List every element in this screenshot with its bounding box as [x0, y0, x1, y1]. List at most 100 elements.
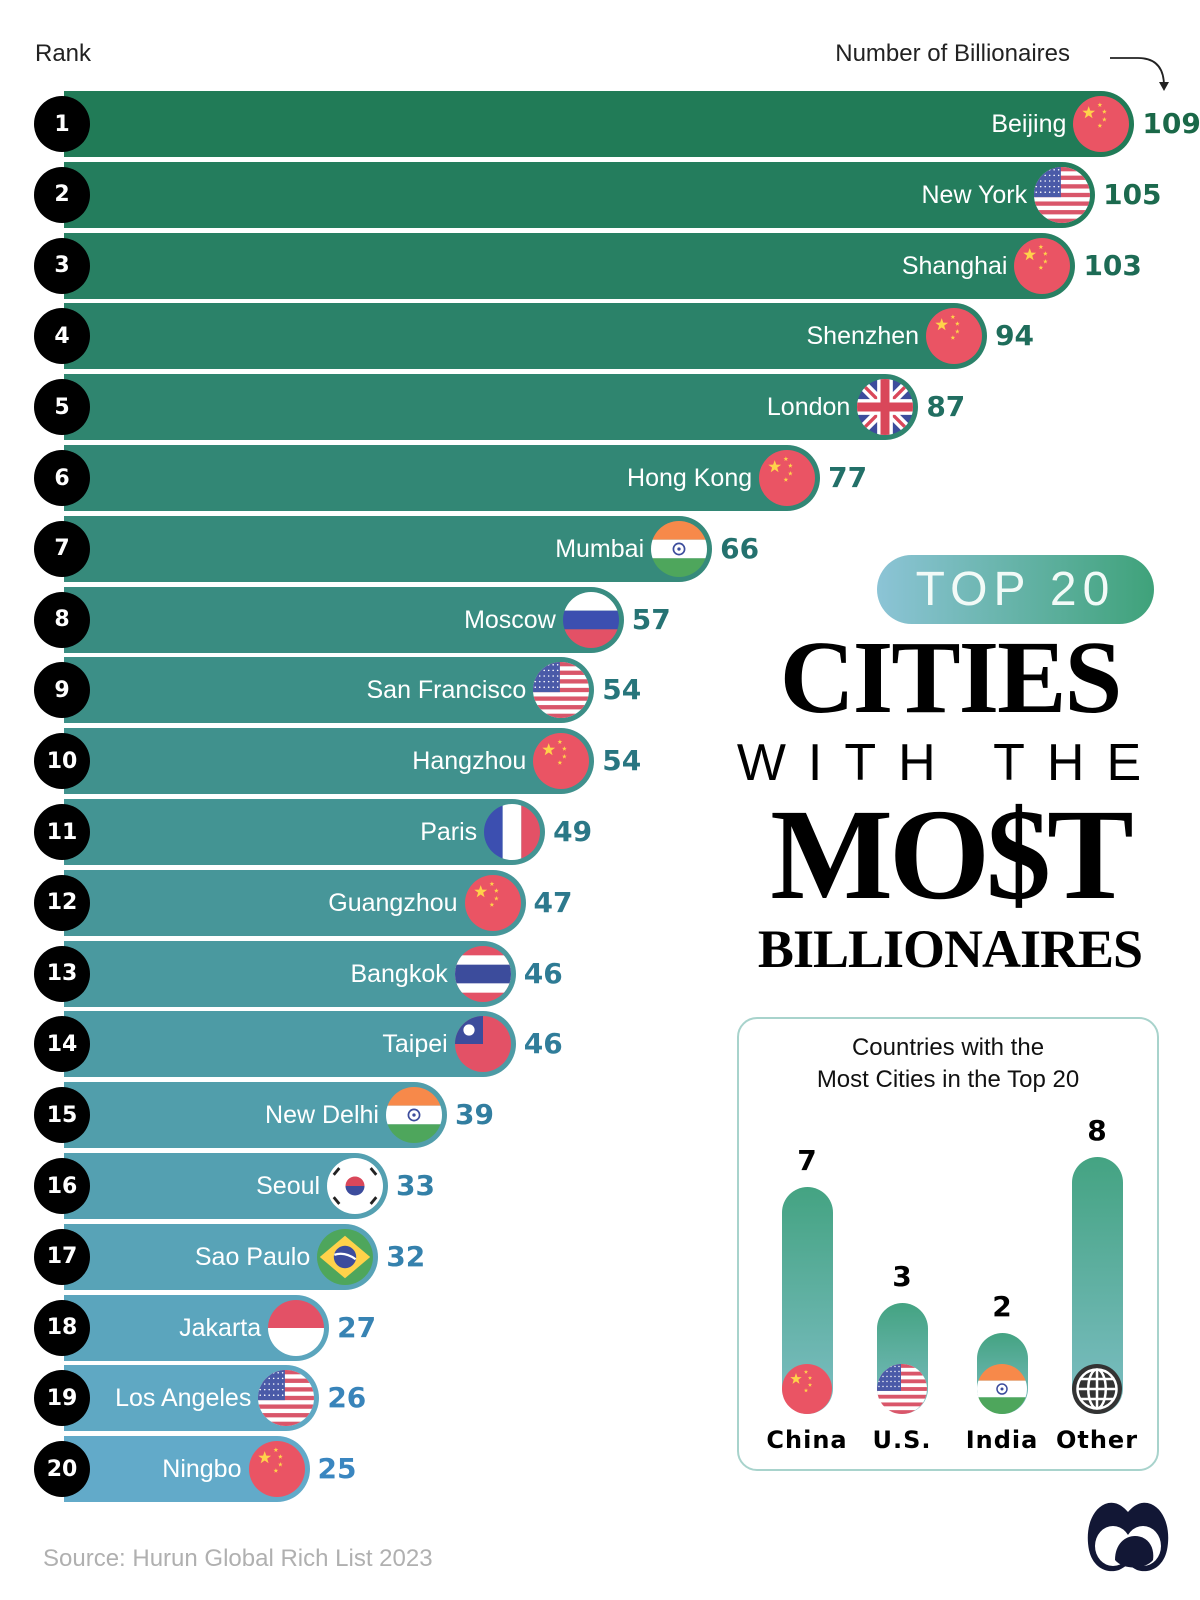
rank-badge: 7 — [34, 520, 90, 577]
country-count: 7 — [797, 1143, 817, 1177]
rank-badge: 10 — [34, 733, 90, 790]
china-flag-icon — [248, 1441, 305, 1502]
country-label: India — [965, 1426, 1039, 1454]
value-label: 105 — [1103, 177, 1162, 211]
country-count: 2 — [992, 1289, 1012, 1323]
rank-badge: 2 — [34, 166, 90, 223]
city-label: Paris — [420, 818, 478, 846]
bar-14 — [64, 1011, 516, 1078]
korea-flag-icon — [327, 1158, 384, 1219]
rank-badge: 4 — [34, 308, 90, 365]
city-label: San Francisco — [366, 676, 527, 705]
russia-flag-icon — [562, 591, 619, 653]
rank-badge: 11 — [34, 804, 90, 860]
value-label: 57 — [631, 602, 671, 636]
title-most: MO$T — [770, 783, 1134, 927]
rank-badge: 20 — [34, 1441, 90, 1498]
value-label: 27 — [337, 1310, 377, 1344]
rank-badge: 19 — [34, 1370, 90, 1427]
china-flag-icon — [926, 308, 983, 369]
country-label: China — [766, 1426, 848, 1454]
india-flag-icon — [977, 1364, 1027, 1419]
china-flag-icon — [1073, 96, 1130, 157]
city-label: Mumbai — [555, 534, 645, 563]
us-flag-icon — [1034, 166, 1091, 228]
value-label: 26 — [327, 1381, 367, 1415]
indonesia-flag-icon — [268, 1299, 325, 1361]
city-label: New Delhi — [265, 1101, 379, 1130]
city-label: Los Angeles — [115, 1384, 252, 1413]
city-label: Taipei — [382, 1030, 448, 1059]
bar-13 — [64, 940, 516, 1007]
china-flag-icon — [782, 1364, 832, 1419]
rank-badge: 18 — [34, 1299, 90, 1356]
countries-chart-panel — [737, 1017, 1159, 1471]
countries-chart-title-line2: Most Cities in the Top 20 — [816, 1066, 1080, 1093]
value-label: 32 — [386, 1239, 426, 1273]
bar-3 — [64, 232, 1076, 299]
value-label: 33 — [396, 1169, 436, 1202]
value-label: 109 — [1142, 107, 1200, 140]
us-flag-icon — [533, 662, 590, 723]
city-label: Bangkok — [350, 959, 448, 988]
value-label: 77 — [828, 461, 868, 494]
city-label: Jakarta — [179, 1313, 262, 1342]
rank-badge: 13 — [34, 945, 90, 1002]
curved-arrow-icon — [1110, 57, 1169, 91]
india-flag-icon — [651, 520, 708, 582]
uk-flag-icon — [857, 379, 914, 440]
city-label: Guangzhou — [328, 888, 458, 917]
publisher-logo — [1087, 1502, 1169, 1572]
city-label: Hangzhou — [412, 747, 527, 776]
rank-badge: 12 — [34, 874, 90, 931]
value-label: 46 — [523, 1027, 563, 1061]
rank-badge: 5 — [34, 379, 90, 436]
city-label: Sao Paulo — [194, 1242, 311, 1271]
title-with-the: WITH THE — [736, 734, 1164, 792]
rank-badge: 9 — [34, 662, 90, 719]
rank-axis-label: Rank — [35, 40, 92, 67]
bar-9 — [64, 657, 595, 724]
bar-15 — [64, 1082, 447, 1149]
value-label: 66 — [720, 531, 760, 565]
title-billionaires: BILLIONAIRES — [757, 919, 1143, 979]
city-label: Hong Kong — [627, 464, 753, 492]
rank-badge: 17 — [34, 1228, 90, 1285]
value-label: 54 — [602, 673, 642, 707]
country-label: Other — [1055, 1426, 1139, 1454]
city-label: Ningbo — [162, 1455, 242, 1484]
country-label: U.S. — [872, 1426, 932, 1454]
rank-badge: 14 — [34, 1016, 90, 1073]
bar-12 — [64, 869, 526, 936]
bar-2 — [64, 161, 1096, 228]
bar-4 — [64, 303, 988, 370]
value-label: 54 — [602, 744, 642, 778]
globe-icon — [1072, 1364, 1122, 1419]
city-label: Seoul — [256, 1172, 321, 1200]
china-flag-icon — [1014, 237, 1071, 299]
bar-10 — [64, 728, 595, 795]
city-label: Shenzhen — [806, 322, 920, 351]
taiwan-flag-icon — [454, 1016, 511, 1077]
china-flag-icon — [464, 874, 521, 936]
us-flag-icon — [258, 1370, 315, 1431]
china-flag-icon — [759, 450, 816, 511]
rank-badge: 16 — [34, 1158, 90, 1214]
city-label: Beijing — [991, 110, 1067, 138]
value-label: 103 — [1083, 248, 1142, 282]
bar-11 — [64, 799, 546, 865]
city-label: New York — [921, 180, 1028, 209]
city-label: London — [766, 393, 851, 422]
bar-8 — [64, 586, 624, 653]
value-axis-label: Number of Billionaires — [835, 40, 1070, 67]
france-flag-icon — [484, 804, 541, 865]
rank-badge: 1 — [34, 96, 90, 152]
us-flag-icon — [877, 1364, 927, 1419]
bar-5 — [64, 374, 919, 441]
value-label: 49 — [553, 815, 593, 848]
value-label: 47 — [533, 885, 573, 919]
title-cities: CITIES — [779, 620, 1123, 735]
china-flag-icon — [533, 733, 590, 794]
thailand-flag-icon — [454, 945, 511, 1007]
bar-6 — [64, 445, 821, 511]
